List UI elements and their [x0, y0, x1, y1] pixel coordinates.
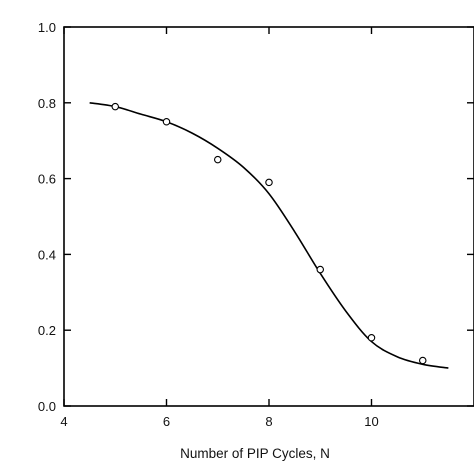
- data-point: [367, 334, 376, 342]
- tick-labels: 4 6 8 10 0.0 0.2 0.4 0.6 0.8 1.0: [38, 20, 379, 429]
- data-point: [214, 155, 222, 164]
- data-point: [316, 265, 324, 274]
- x-tick-label: 6: [163, 414, 170, 429]
- plot-frame: [63, 26, 474, 407]
- data-point: [162, 118, 171, 126]
- y-tick-label: 0.4: [38, 247, 56, 262]
- x-tick-label: 10: [364, 414, 378, 429]
- x-axis-title: Number of PIP Cycles, N: [180, 446, 330, 461]
- y-tick-label: 0.6: [38, 172, 56, 187]
- data-points: [111, 102, 427, 365]
- data-point: [265, 178, 273, 187]
- ticks: [63, 26, 474, 407]
- y-tick-label: 0.2: [38, 323, 56, 338]
- x-tick-label: 8: [265, 414, 272, 429]
- fit-line: [89, 102, 449, 369]
- data-point: [111, 102, 120, 111]
- y-tick-label: 0.0: [38, 399, 56, 414]
- y-tick-label: 0.8: [38, 96, 56, 111]
- data-point: [418, 356, 427, 365]
- y-tick-label: 1.0: [38, 20, 56, 35]
- x-tick-label: 4: [60, 414, 67, 429]
